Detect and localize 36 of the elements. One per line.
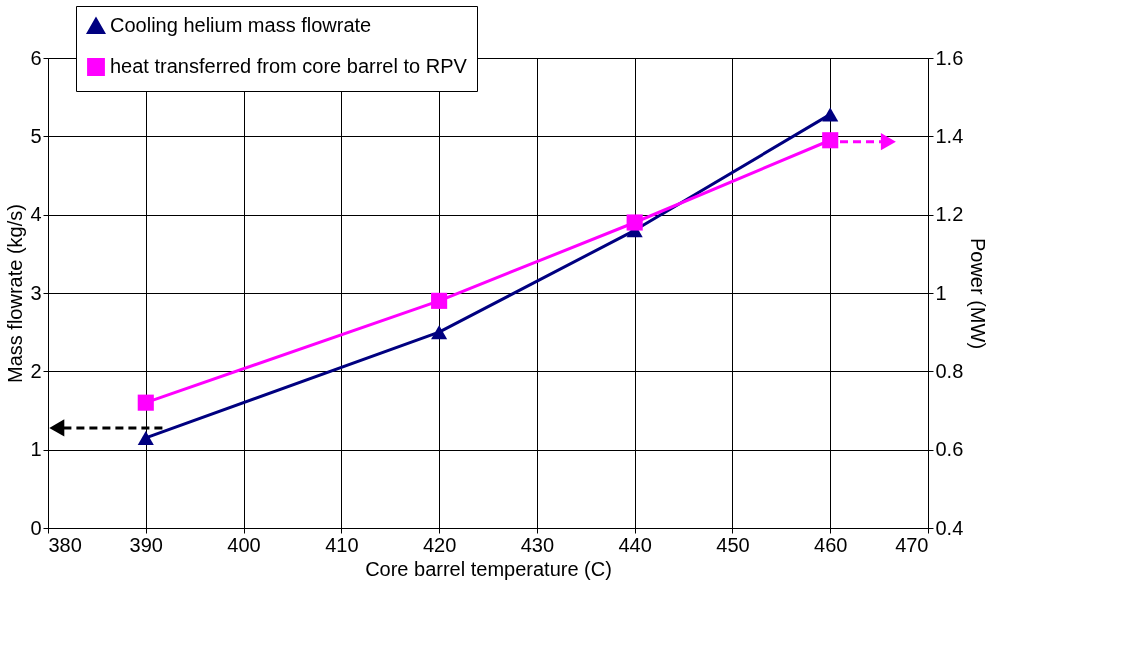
y-tick-label: 3 <box>30 281 42 304</box>
x-tick-label: 470 <box>895 533 929 556</box>
y2-tick-label: 1.2 <box>935 203 964 226</box>
x-axis-title: Core barrel temperature (C) <box>365 557 612 580</box>
y-axis-title: Mass flowrate (kg/s) <box>4 204 27 383</box>
y2-tick-label: 1 <box>935 281 947 304</box>
y-tick-label: 0 <box>30 516 42 539</box>
x-tick-label: 420 <box>422 533 457 556</box>
y2-tick-label: 0.4 <box>935 516 964 539</box>
y-tick-label: 2 <box>30 359 42 382</box>
point <box>137 394 154 411</box>
x-tick-label: 430 <box>520 533 555 556</box>
point <box>137 430 154 445</box>
y-tick-label: 4 <box>30 203 42 226</box>
x-tick-label: 460 <box>814 533 848 556</box>
y2-tick-label: 1.6 <box>935 46 964 69</box>
x-tick-label: 390 <box>129 533 163 556</box>
x-tick-label: 400 <box>227 533 261 556</box>
point <box>626 214 643 231</box>
y2-tick-label: 0.6 <box>935 438 964 461</box>
legend-label: Cooling helium mass flowrate <box>110 14 372 36</box>
y2-axis-title: Power (MW) <box>967 237 990 350</box>
legend-label: heat transferred from core barrel to RPV <box>110 55 468 77</box>
y-tick-label: 1 <box>30 438 42 461</box>
y2-tick-label: 0.8 <box>935 359 964 382</box>
x-tick-label: 450 <box>716 533 750 556</box>
point <box>431 325 448 340</box>
x-tick-label: 440 <box>618 533 652 556</box>
x-tick-label: 380 <box>48 533 82 556</box>
x-tick-label: 410 <box>325 533 359 556</box>
y2-tick-label: 1.4 <box>935 124 964 147</box>
y-tick-label: 6 <box>30 46 42 69</box>
point <box>822 107 839 122</box>
point <box>822 132 839 149</box>
point <box>431 292 448 309</box>
y-tick-label: 5 <box>30 124 42 147</box>
